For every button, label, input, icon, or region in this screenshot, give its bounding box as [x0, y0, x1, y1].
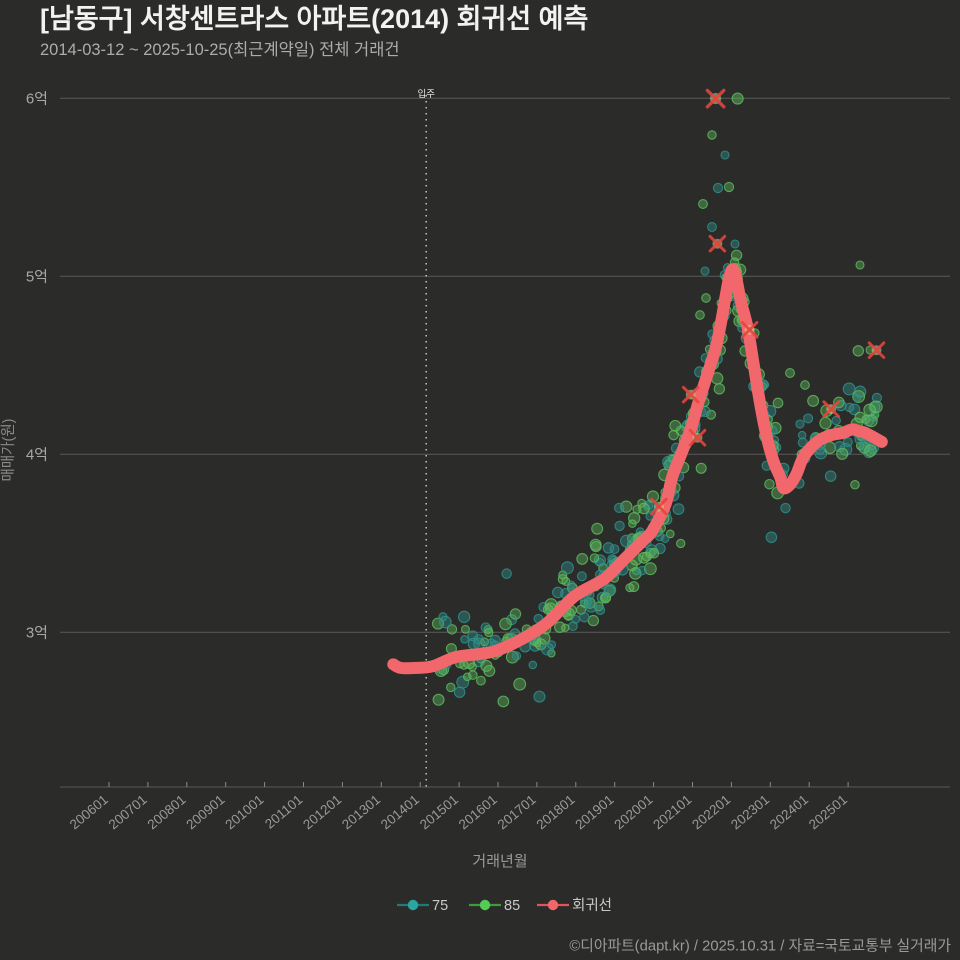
svg-text:3억: 3억 [26, 624, 48, 641]
svg-text:거래년월: 거래년월 [472, 853, 527, 870]
svg-text:6억: 6억 [26, 90, 48, 107]
svg-text:75: 75 [432, 898, 448, 914]
svg-text:85: 85 [504, 898, 520, 914]
svg-text:회귀선: 회귀선 [572, 897, 612, 914]
svg-text:5억: 5억 [26, 268, 48, 285]
svg-text:입주: 입주 [417, 88, 435, 100]
svg-text:4억: 4억 [26, 446, 48, 463]
svg-text:매매가(원): 매매가(원) [0, 418, 17, 481]
svg-text:©디아파트(dapt.kr) / 2025.10.31 /: ©디아파트(dapt.kr) / 2025.10.31 / 자료=국토교통부 실… [569, 938, 951, 955]
